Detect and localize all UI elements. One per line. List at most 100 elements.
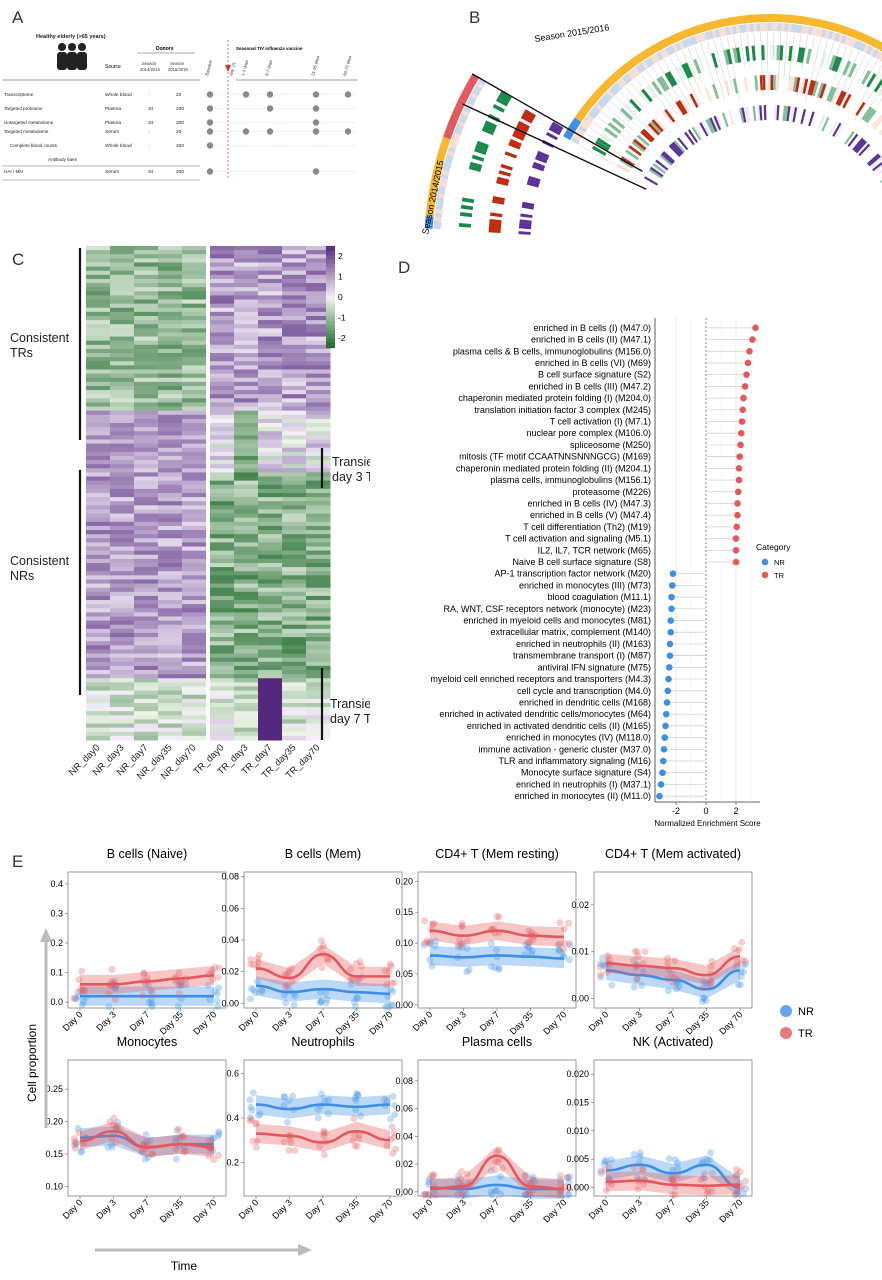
sample-dot bbox=[266, 91, 274, 98]
y-tick: 0.4 bbox=[50, 879, 63, 889]
y-tick: 0.04 bbox=[221, 935, 239, 945]
series-line bbox=[605, 1179, 741, 1188]
module-label: enriched in monocytes (III) (M73) bbox=[519, 580, 651, 590]
x-tick: Day 3 bbox=[444, 1197, 468, 1221]
module-label: enriched in B cells (V) (M47.4) bbox=[530, 510, 651, 520]
enrichment-dotplot: enriched in B cells (I) (M47.0) enriched … bbox=[430, 318, 791, 828]
module-label: RA, WNT, CSF receptors network (monocyte… bbox=[443, 604, 651, 614]
sample-dot bbox=[206, 91, 214, 98]
module-label: enriched in myeloid cells and monocytes … bbox=[463, 616, 651, 626]
vaccine-label: Seasonal TIV influenza vaccine bbox=[236, 46, 303, 51]
x-tick: 2 bbox=[733, 806, 738, 816]
y-tick: 0.010 bbox=[566, 1126, 589, 1136]
svg-text:Untargeted metabolome: Untargeted metabolome bbox=[4, 120, 54, 125]
module-label: extracellular matrix, complement (M140) bbox=[490, 627, 651, 637]
panel-letter-d: D bbox=[398, 258, 411, 277]
assay-row: Antibody titers bbox=[48, 157, 78, 162]
module-label: IL2, IL7, TCR network (M65) bbox=[538, 545, 651, 555]
module-label: enriched in neutrophils (I) (M37.1) bbox=[516, 779, 651, 789]
module-dot bbox=[669, 570, 677, 578]
subplot-title: B cells (Naive) bbox=[107, 847, 188, 861]
sample-dot bbox=[266, 128, 274, 135]
assay-row: Complete blood counts Whole blood - 200 bbox=[10, 142, 355, 149]
module-dot bbox=[734, 511, 741, 519]
season2-header: Season bbox=[170, 61, 185, 66]
circular-dendrogram: Season 2015/2016 Season 2014/2015 Baseli… bbox=[420, 14, 882, 235]
svg-text:Complete blood counts: Complete blood counts bbox=[10, 143, 58, 148]
module-label: enriched in monocytes (II) (M11.0) bbox=[515, 791, 651, 801]
x-tick: Day 0 bbox=[61, 1009, 85, 1033]
svg-text:Targeted proteome: Targeted proteome bbox=[4, 106, 43, 111]
x-tick: Day 7 bbox=[654, 1197, 678, 1221]
series-line bbox=[255, 1103, 391, 1111]
timepoint-label: Baseline bbox=[204, 59, 213, 76]
sample-dot bbox=[206, 168, 214, 175]
y-tick: 0.08 bbox=[395, 1076, 413, 1086]
svg-text:-: - bbox=[148, 144, 150, 149]
svg-text:34: 34 bbox=[148, 106, 154, 112]
x-tick: Day 0 bbox=[237, 1197, 261, 1221]
x-axis-title: Normalized Enrichment Score bbox=[654, 819, 761, 828]
sample-dot bbox=[266, 105, 274, 112]
module-dot bbox=[666, 640, 674, 648]
x-tick: Day 7 bbox=[304, 1197, 328, 1221]
x-tick: Day 70 bbox=[541, 1009, 568, 1036]
y-tick: 0.20 bbox=[395, 876, 413, 886]
svg-text:200: 200 bbox=[176, 120, 184, 126]
module-label: Naive B cell surface signature (S8) bbox=[512, 557, 651, 567]
y-tick: 0.0 bbox=[50, 997, 63, 1007]
x-tick: Day 35 bbox=[334, 1197, 361, 1224]
x-tick: Day 35 bbox=[508, 1197, 535, 1224]
colorbar-tick: 1 bbox=[338, 272, 343, 282]
people-icon bbox=[57, 43, 87, 70]
module-label: enriched in B cells (IV) (M47.3) bbox=[527, 498, 651, 508]
x-tick: Day 70 bbox=[367, 1197, 394, 1224]
subplot-title: Neutrophils bbox=[291, 1035, 354, 1049]
module-dot bbox=[738, 418, 746, 425]
y-tick: 0.02 bbox=[221, 967, 239, 977]
module-label: plasma cells, immunoglobulins (M156.1) bbox=[490, 475, 651, 485]
x-tick: 0 bbox=[703, 806, 708, 816]
module-label: translation initiation factor 3 complex … bbox=[474, 405, 651, 415]
y-tick: 0.00 bbox=[395, 1187, 413, 1197]
sample-dot bbox=[312, 105, 320, 112]
module-dot bbox=[661, 734, 669, 741]
module-label: myeloid cell enriched receptors and tran… bbox=[430, 674, 651, 684]
module-dot bbox=[662, 722, 669, 730]
assay-row: Untargeted metabolome Plasma 34 200 bbox=[4, 119, 355, 126]
group-label-transient-d7: day 7 TRs bbox=[330, 712, 370, 726]
module-label: enriched in activated dendritic cells/mo… bbox=[439, 709, 651, 719]
legend-item: TR bbox=[798, 1028, 813, 1040]
module-dot bbox=[735, 465, 743, 472]
module-label: B cell surface signature (S2) bbox=[538, 370, 651, 380]
series-line bbox=[255, 1130, 391, 1144]
module-label: enriched in monocytes (IV) (M118.0) bbox=[506, 733, 651, 743]
module-dot bbox=[740, 394, 747, 402]
small-multiple-plot: Monocytes 0.10 0.15 0.20 0.25 Day 0 Day 3 Day 7… bbox=[45, 1035, 227, 1225]
y-tick: 0.020 bbox=[566, 1069, 589, 1079]
svg-text:Plasma: Plasma bbox=[105, 120, 121, 126]
series-line bbox=[79, 1129, 215, 1149]
y-tick: 0.08 bbox=[221, 872, 239, 882]
legend-item: NR bbox=[774, 558, 785, 567]
module-dot bbox=[659, 769, 666, 777]
module-dot bbox=[668, 593, 675, 601]
group-label-transient-d3: day 3 TRs bbox=[332, 470, 370, 484]
x-tick: Day 0 bbox=[237, 1009, 261, 1033]
module-dot bbox=[665, 675, 672, 683]
svg-text:Targeted metabolome: Targeted metabolome bbox=[4, 129, 49, 134]
x-tick: Day 3 bbox=[270, 1197, 294, 1221]
y-tick: 0.6 bbox=[226, 1068, 239, 1078]
legend-item: TR bbox=[774, 571, 785, 580]
colorbar-tick: -2 bbox=[338, 333, 346, 343]
group-label-consistent-nrs: Consistent bbox=[10, 554, 70, 568]
series-line bbox=[255, 952, 391, 980]
svg-text:34: 34 bbox=[148, 120, 154, 126]
subplot-title: CD4+ T (Mem resting) bbox=[435, 847, 559, 861]
x-tick: Day 35 bbox=[684, 1009, 711, 1036]
assay-row: Transcriptome Whole blood - 20 bbox=[4, 91, 355, 98]
x-tick: Day 70 bbox=[191, 1197, 218, 1224]
small-multiple-plot: CD4+ T (Mem resting) 0.00 0.05 0.10 0.15 0.20… bbox=[395, 847, 577, 1037]
module-dot bbox=[660, 746, 668, 753]
panel-letter-a: A bbox=[12, 8, 24, 27]
